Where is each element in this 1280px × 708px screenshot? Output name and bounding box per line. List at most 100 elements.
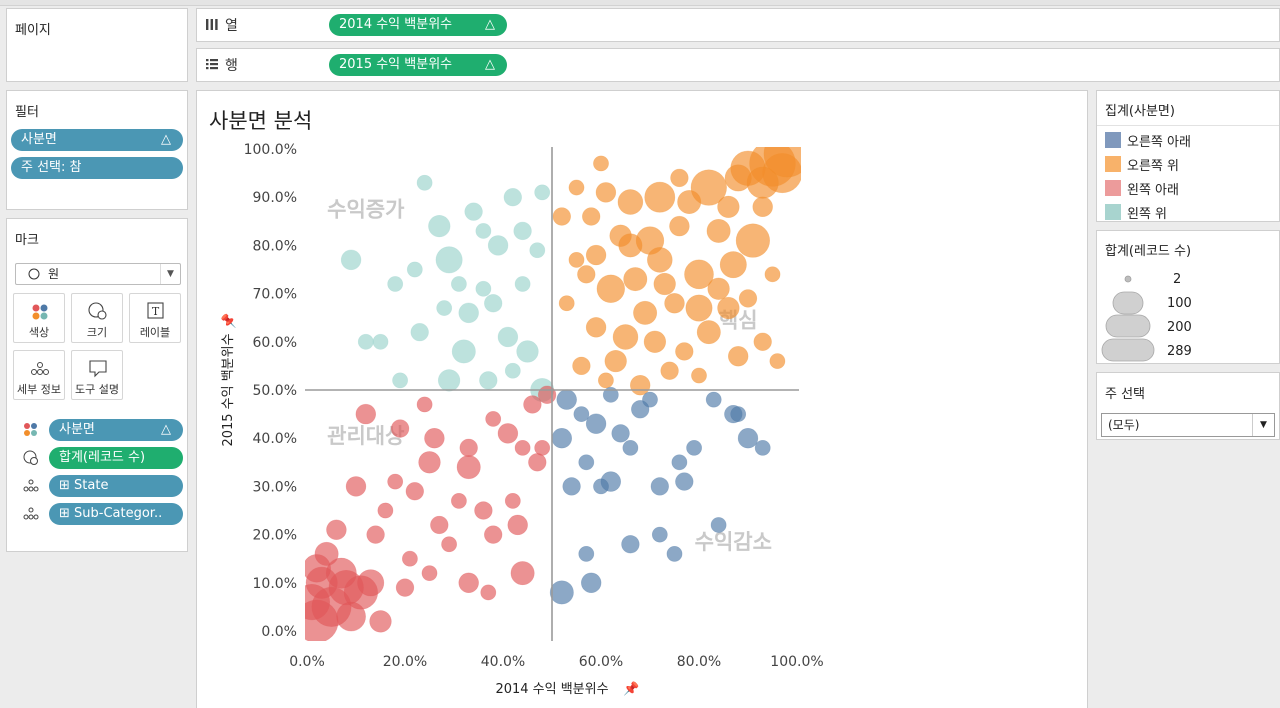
data-point[interactable]: [735, 223, 770, 258]
data-point[interactable]: [336, 601, 366, 632]
data-point[interactable]: [392, 372, 408, 389]
marks-field-state[interactable]: ⊞ State: [21, 475, 183, 497]
columns-pill[interactable]: 2014 수익 백분위수 △: [329, 14, 507, 36]
data-point[interactable]: [556, 389, 577, 410]
data-point[interactable]: [516, 340, 539, 363]
data-point[interactable]: [484, 525, 503, 544]
data-point[interactable]: [416, 396, 433, 413]
data-point[interactable]: [724, 164, 752, 192]
data-point[interactable]: [437, 369, 461, 392]
data-point[interactable]: [675, 472, 694, 491]
marks-field-quadrant[interactable]: 사분면 △: [21, 419, 183, 441]
data-point[interactable]: [577, 265, 596, 284]
data-point[interactable]: [717, 195, 740, 218]
data-point[interactable]: [479, 371, 498, 390]
data-point[interactable]: [405, 482, 424, 501]
data-point[interactable]: [623, 267, 648, 292]
data-point[interactable]: [572, 356, 591, 376]
data-point[interactable]: [458, 302, 479, 324]
data-point[interactable]: [416, 174, 433, 191]
data-point[interactable]: [598, 372, 614, 389]
data-point[interactable]: [552, 207, 571, 226]
data-point[interactable]: [355, 403, 377, 425]
data-point[interactable]: [487, 235, 509, 256]
data-point[interactable]: [436, 300, 453, 316]
data-point[interactable]: [696, 320, 721, 345]
data-point[interactable]: [464, 202, 483, 221]
marks-field-record-count[interactable]: 합계(레코드 수): [21, 447, 183, 469]
data-point[interactable]: [568, 179, 585, 196]
data-point[interactable]: [514, 276, 531, 292]
color-button[interactable]: 색상: [13, 293, 65, 343]
data-point[interactable]: [459, 438, 478, 457]
data-point[interactable]: [753, 332, 772, 351]
mark-type-dropdown[interactable]: 원 ▼: [15, 263, 181, 285]
data-point[interactable]: [617, 189, 644, 215]
data-point[interactable]: [537, 385, 557, 404]
data-point[interactable]: [596, 274, 625, 303]
data-point[interactable]: [710, 517, 727, 533]
data-point[interactable]: [690, 169, 727, 206]
data-point[interactable]: [684, 259, 714, 290]
data-point[interactable]: [549, 580, 574, 605]
data-point[interactable]: [314, 541, 339, 566]
data-point[interactable]: [424, 427, 445, 449]
data-point[interactable]: [326, 519, 347, 540]
data-point[interactable]: [402, 550, 418, 567]
data-point[interactable]: [727, 346, 749, 367]
data-point[interactable]: [507, 514, 528, 536]
data-point[interactable]: [504, 492, 521, 509]
data-point[interactable]: [738, 289, 758, 308]
data-point[interactable]: [387, 276, 404, 292]
data-point[interactable]: [631, 400, 650, 419]
data-point[interactable]: [568, 251, 585, 268]
data-point[interactable]: [523, 395, 542, 414]
data-point[interactable]: [664, 293, 685, 314]
detail-button[interactable]: 세부 정보: [13, 350, 65, 400]
data-point[interactable]: [644, 181, 676, 213]
data-point[interactable]: [451, 492, 467, 509]
data-point[interactable]: [618, 233, 643, 258]
data-point[interactable]: [585, 413, 607, 434]
data-point[interactable]: [451, 276, 467, 292]
data-point[interactable]: [551, 427, 573, 449]
data-point[interactable]: [357, 333, 374, 350]
data-point[interactable]: [480, 584, 497, 601]
data-point[interactable]: [593, 155, 609, 172]
data-point[interactable]: [372, 333, 389, 350]
data-point[interactable]: [475, 223, 492, 239]
data-point[interactable]: [421, 565, 438, 582]
data-point[interactable]: [510, 561, 535, 586]
data-point[interactable]: [604, 349, 627, 373]
data-point[interactable]: [686, 439, 702, 456]
data-point[interactable]: [497, 423, 519, 444]
data-point[interactable]: [611, 424, 630, 443]
data-point[interactable]: [410, 323, 429, 342]
data-point[interactable]: [622, 439, 639, 456]
data-point[interactable]: [514, 439, 531, 456]
data-point[interactable]: [513, 221, 532, 241]
data-point[interactable]: [580, 572, 602, 594]
data-point[interactable]: [670, 168, 689, 188]
data-point[interactable]: [752, 196, 773, 218]
data-point[interactable]: [650, 477, 669, 496]
data-point[interactable]: [578, 545, 595, 562]
data-point[interactable]: [764, 266, 781, 283]
data-point[interactable]: [582, 207, 601, 226]
data-point[interactable]: [671, 454, 688, 471]
data-point[interactable]: [660, 361, 679, 380]
data-point[interactable]: [418, 451, 441, 474]
data-point[interactable]: [485, 411, 502, 427]
data-point[interactable]: [474, 501, 493, 520]
data-point[interactable]: [585, 317, 607, 338]
data-point[interactable]: [666, 545, 683, 562]
data-point[interactable]: [529, 242, 546, 259]
rows-pill[interactable]: 2015 수익 백분위수 △: [329, 54, 507, 76]
data-point[interactable]: [340, 249, 362, 271]
data-point[interactable]: [629, 374, 651, 396]
data-point[interactable]: [497, 326, 519, 348]
data-point[interactable]: [585, 244, 607, 266]
data-point[interactable]: [612, 324, 639, 350]
data-point[interactable]: [451, 339, 476, 364]
data-point[interactable]: [621, 535, 640, 554]
